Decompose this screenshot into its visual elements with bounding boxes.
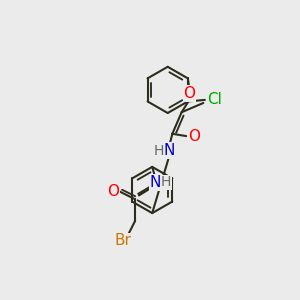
Text: N: N [164,143,175,158]
Text: N: N [150,175,161,190]
Text: Cl: Cl [207,92,222,107]
Text: H: H [154,144,164,158]
Text: O: O [188,129,200,144]
Text: Br: Br [114,233,131,248]
Text: O: O [107,184,119,199]
Text: H: H [161,175,171,189]
Text: O: O [183,86,195,101]
